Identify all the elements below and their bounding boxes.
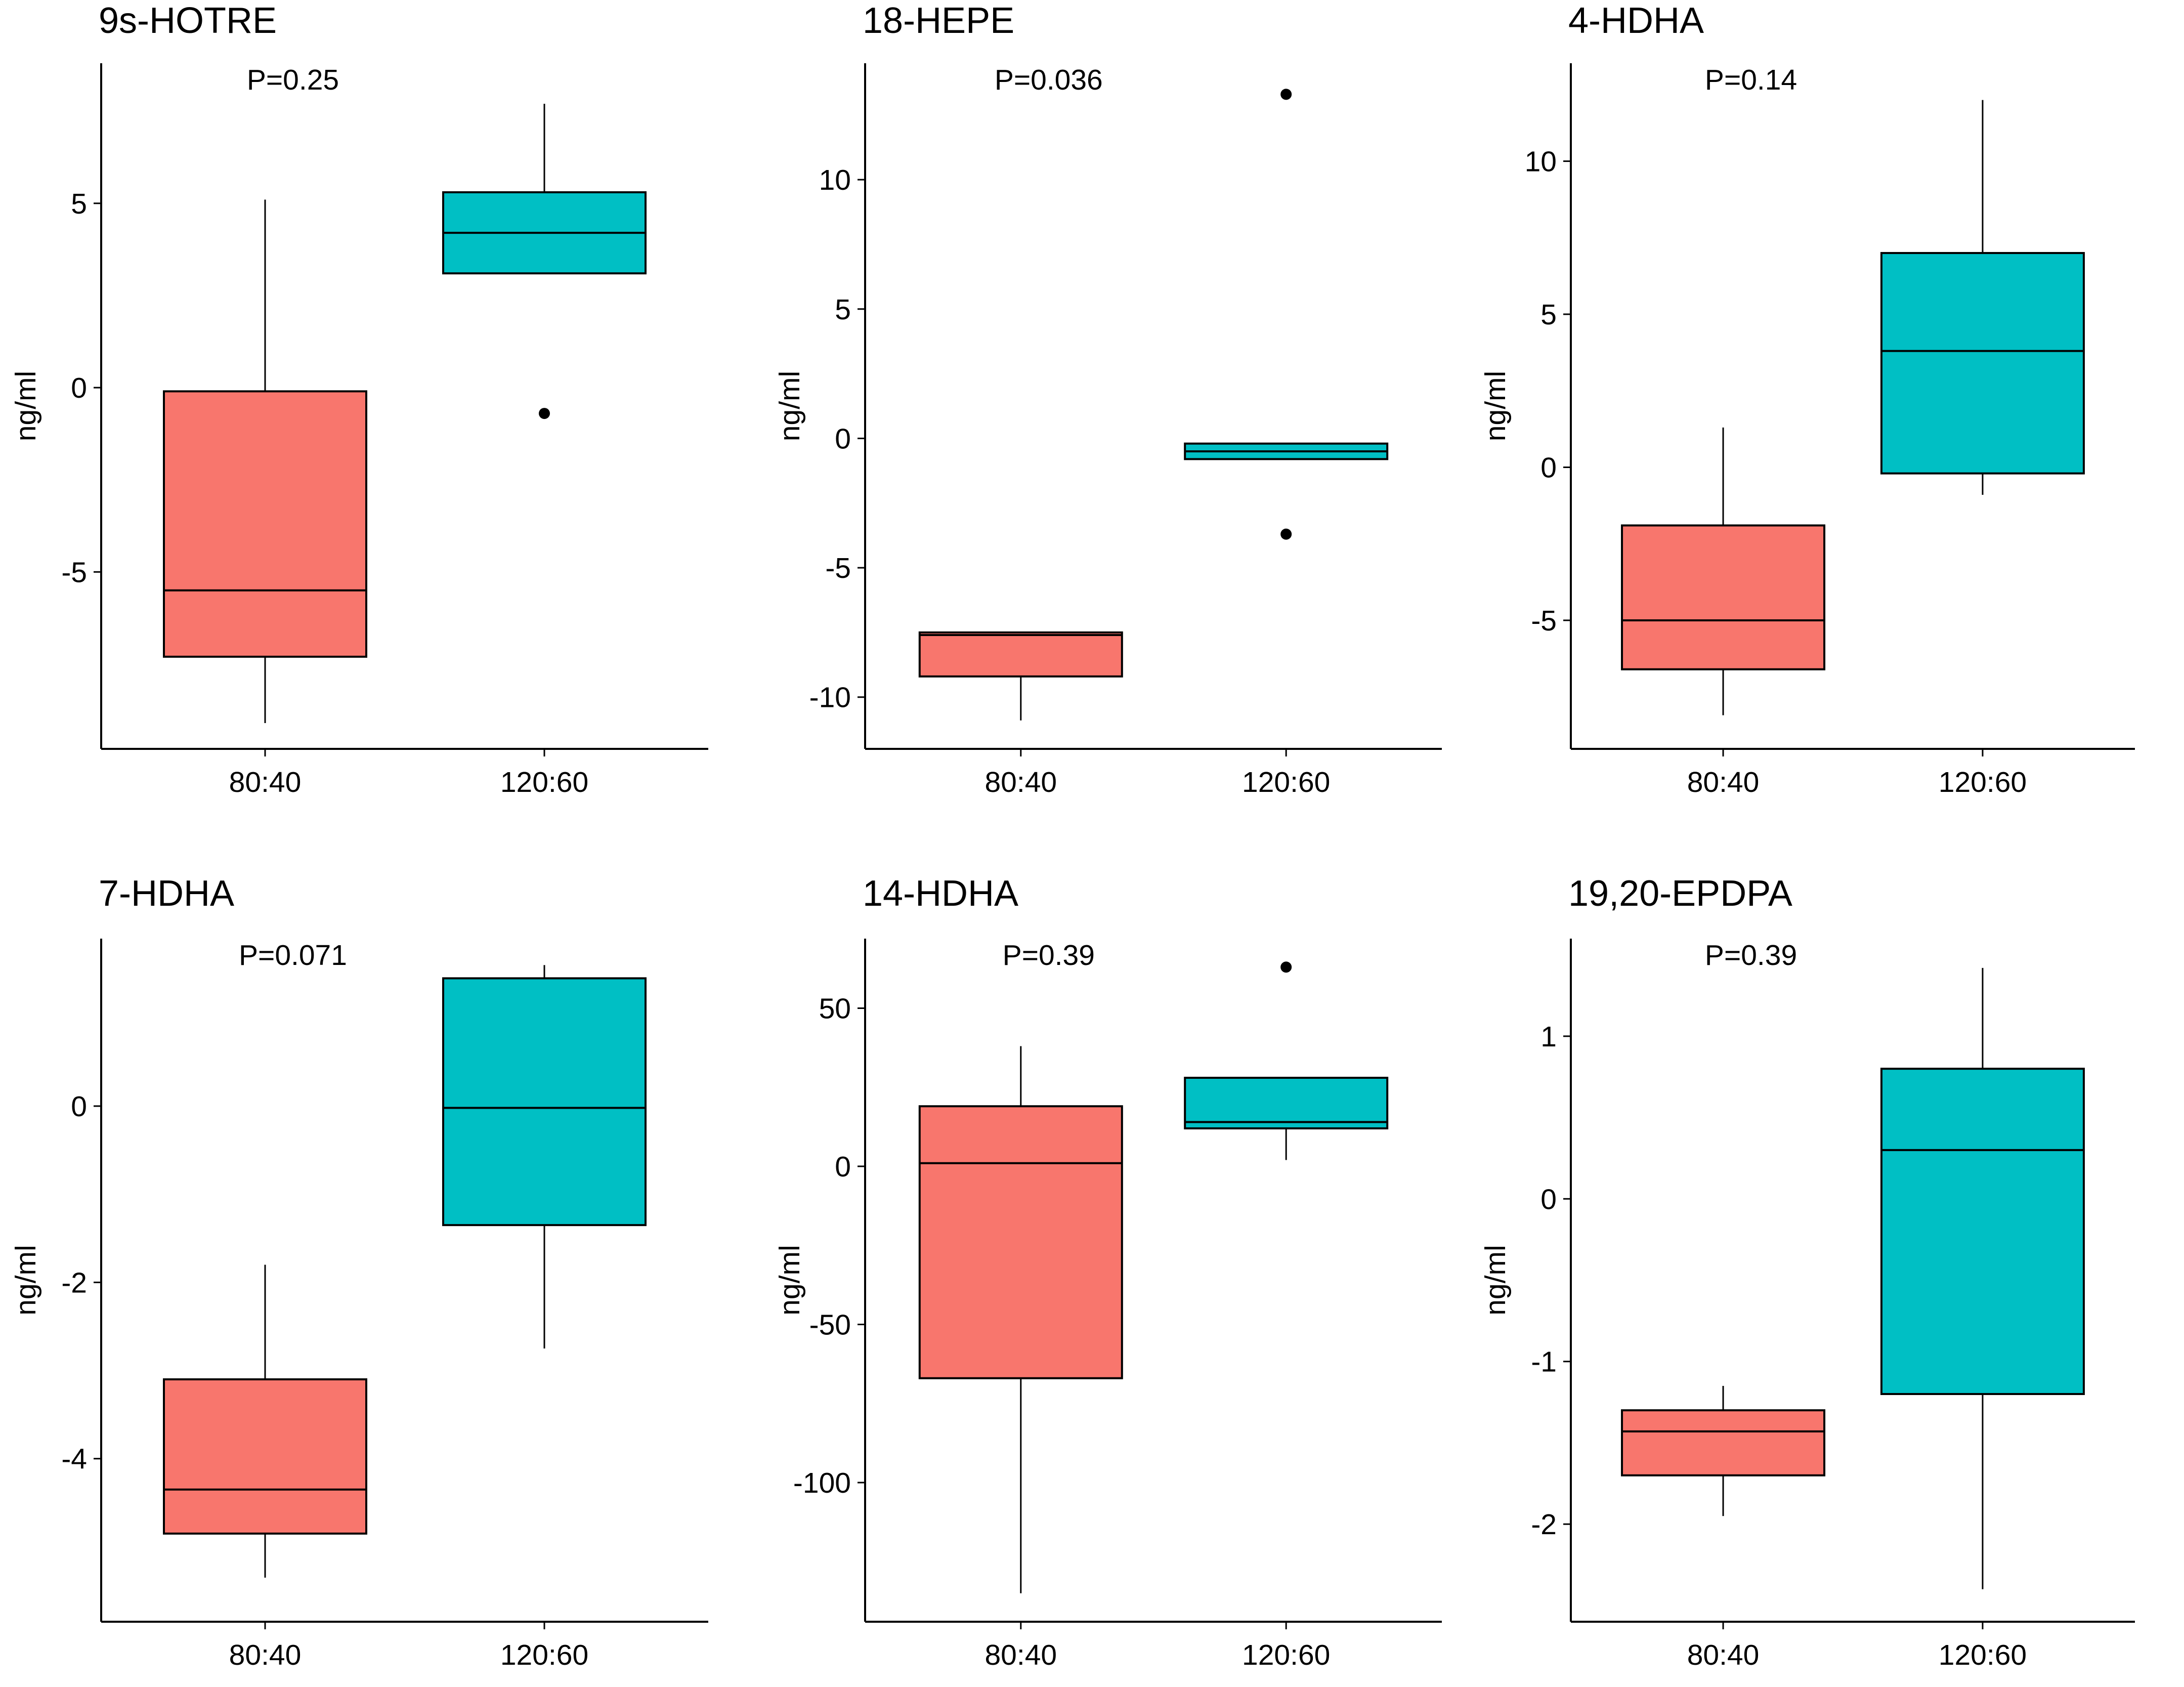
- box-iqr: [163, 390, 367, 658]
- panel-title: 18-HEPE: [863, 1, 1014, 41]
- y-axis-label: ng/ml: [1479, 1245, 1512, 1315]
- y-axis-label: ng/ml: [774, 371, 806, 441]
- box-iqr: [918, 1105, 1123, 1379]
- y-axis-label: ng/ml: [10, 371, 42, 441]
- box-80-40: [163, 1264, 367, 1578]
- box-iqr: [1621, 1409, 1826, 1477]
- box-iqr: [1880, 1068, 2085, 1395]
- y-tick-label: 0: [71, 1090, 87, 1123]
- y-tick-label: 0: [1540, 451, 1557, 484]
- y-axis-label: ng/ml: [1479, 371, 1512, 441]
- y-tick-label: 0: [1540, 1183, 1557, 1215]
- box-120-60: [442, 965, 647, 1348]
- y-tick-label: -1: [1531, 1346, 1557, 1378]
- box-iqr: [442, 977, 647, 1227]
- p-value-annotation: P=0.036: [995, 64, 1103, 96]
- y-tick-label: 1: [1540, 1021, 1557, 1053]
- chart-panel-4: 7-HDHA -4 -2 0 ng/ml 80:40 120:60 P=0.071: [10, 873, 708, 1671]
- p-value-annotation: P=0.25: [247, 64, 339, 96]
- y-tick-label: 50: [819, 993, 851, 1025]
- box-80-40: [1621, 1385, 1826, 1516]
- chart-panel-6: 19,20-EPDPA -2 -1 0 1 ng/ml 80:40 120:60 P=0.39: [1479, 873, 2135, 1671]
- y-tick-label: -100: [793, 1467, 851, 1499]
- panel-title: 7-HDHA: [99, 873, 234, 914]
- x-tick-label: 120:60: [1939, 1639, 2027, 1671]
- x-tick-label: 80:40: [984, 766, 1057, 798]
- box-iqr: [1880, 252, 2085, 475]
- panel-title: 4-HDHA: [1568, 1, 1704, 41]
- chart-panel-3: 4-HDHA -5 0 5 10 ng/ml 80:40 120:60 P=0.14: [1479, 1, 2135, 798]
- box-120-60: [1184, 961, 1389, 1160]
- chart-panel-5: 14-HDHA -100 -50 0 50 ng/ml 80:40 120:60 P=0.39: [774, 873, 1442, 1671]
- box-iqr: [163, 1378, 367, 1535]
- box-iqr: [1621, 524, 1826, 670]
- y-tick-label: -2: [61, 1267, 87, 1299]
- chart-panel-2: 18-HEPE -10 -5 0 5 10 ng/ml 80:40 120:60 P=0.036: [774, 1, 1442, 798]
- panel-title: 19,20-EPDPA: [1568, 873, 1792, 914]
- box-iqr: [1184, 1077, 1389, 1129]
- x-tick-label: 80:40: [1687, 1639, 1760, 1671]
- y-tick-label: 0: [835, 423, 851, 455]
- y-tick-label: 5: [835, 293, 851, 326]
- y-tick-label: 0: [835, 1151, 851, 1183]
- panel-title: 9s-HOTRE: [99, 1, 277, 41]
- outlier-point: [1280, 961, 1292, 973]
- panel-title: 14-HDHA: [863, 873, 1018, 914]
- y-tick-label: -5: [1531, 605, 1557, 637]
- box-120-60: [1880, 100, 2085, 495]
- x-tick-label: 120:60: [1242, 766, 1330, 798]
- x-tick-label: 80:40: [1687, 766, 1760, 798]
- box-80-40: [918, 631, 1123, 721]
- p-value-annotation: P=0.39: [1705, 939, 1797, 972]
- x-tick-label: 120:60: [1242, 1639, 1330, 1671]
- x-tick-label: 80:40: [229, 766, 302, 798]
- x-tick-label: 120:60: [500, 1639, 588, 1671]
- y-tick-label: 5: [71, 188, 87, 220]
- outlier-point: [1280, 89, 1292, 100]
- y-tick-label: -10: [809, 682, 851, 714]
- y-tick-label: 10: [1525, 146, 1557, 178]
- box-120-60: [1184, 89, 1389, 540]
- x-tick-label: 120:60: [500, 766, 588, 798]
- y-tick-label: -50: [809, 1309, 851, 1341]
- y-tick-label: 10: [819, 164, 851, 196]
- y-tick-label: -5: [825, 552, 851, 584]
- y-axis-label: ng/ml: [774, 1245, 806, 1315]
- box-120-60: [442, 104, 647, 419]
- y-tick-label: -4: [61, 1443, 87, 1475]
- y-tick-label: -5: [61, 556, 87, 588]
- box-80-40: [918, 1046, 1123, 1593]
- outlier-point: [1280, 528, 1292, 540]
- x-tick-label: 80:40: [984, 1639, 1057, 1671]
- y-axis-label: ng/ml: [10, 1245, 42, 1315]
- box-80-40: [163, 199, 367, 724]
- box-120-60: [1880, 967, 2085, 1589]
- y-tick-label: 5: [1540, 299, 1557, 331]
- p-value-annotation: P=0.071: [239, 939, 347, 972]
- box-iqr: [918, 631, 1123, 678]
- p-value-annotation: P=0.14: [1705, 64, 1797, 96]
- box-80-40: [1621, 427, 1826, 715]
- chart-panel-1: 9s-HOTRE -5 0 5 ng/ml 80:40 120:60 P=0.25: [10, 1, 708, 798]
- y-tick-label: -2: [1531, 1508, 1557, 1541]
- p-value-annotation: P=0.39: [1003, 939, 1095, 972]
- x-tick-label: 120:60: [1939, 766, 2027, 798]
- outlier-point: [539, 408, 550, 419]
- y-tick-label: 0: [71, 372, 87, 404]
- x-tick-label: 80:40: [229, 1639, 302, 1671]
